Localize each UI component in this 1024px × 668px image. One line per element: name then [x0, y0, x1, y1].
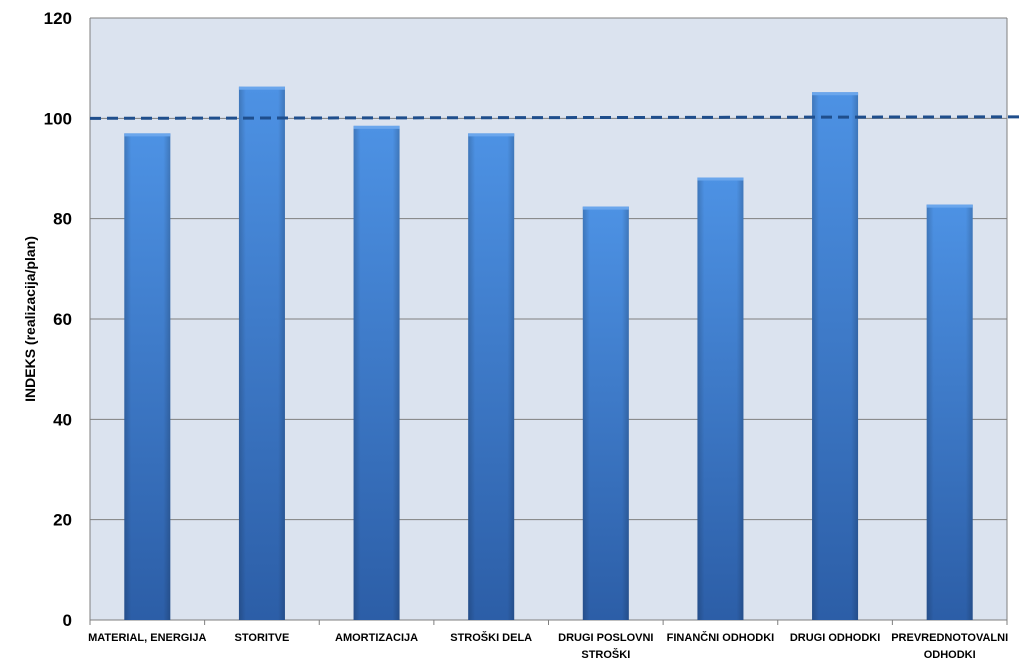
x-category-label-1: STORITVE — [235, 632, 290, 644]
bar-shade-7 — [926, 204, 973, 620]
bar-top-6 — [812, 92, 859, 96]
bar-shade-3 — [468, 133, 515, 620]
x-category-label-5: FINANČNI ODHODKI — [667, 631, 775, 644]
bar-shade-0 — [124, 133, 171, 620]
y-tick-label-80: 80 — [53, 210, 72, 229]
x-category-label-6: DRUGI ODHODKI — [790, 632, 880, 644]
bar-shade-5 — [697, 177, 744, 620]
bars — [124, 86, 973, 621]
x-category-label-7-line-0: PREVREDNOTOVALNI — [891, 632, 1008, 644]
y-tick-label-120: 120 — [44, 9, 72, 28]
bar-top-4 — [582, 206, 629, 210]
x-category-label-4-line-1: STROŠKI — [581, 648, 630, 661]
y-axis-title: INDEKS (realizacija/plan) — [22, 236, 38, 402]
y-tick-label-40: 40 — [53, 410, 72, 429]
bar-top-0 — [124, 133, 171, 137]
bar-shade-6 — [812, 92, 859, 621]
bar-top-2 — [353, 125, 400, 129]
x-category-label-7-line-1: ODHODKI — [924, 649, 976, 661]
bar-shade-1 — [238, 86, 285, 620]
y-tick-label-20: 20 — [53, 511, 72, 530]
y-tick-labels: 0 20 40 60 80 100 120 — [44, 9, 72, 630]
x-category-label-2: AMORTIZACIJA — [335, 632, 418, 644]
x-category-label-3: STROŠKI DELA — [450, 631, 532, 644]
bar-top-7 — [926, 204, 973, 208]
x-category-label-4-line-0: DRUGI POSLOVNI — [558, 632, 653, 644]
x-category-labels: MATERIAL, ENERGIJA STORITVE AMORTIZACIJA ST… — [88, 631, 1008, 661]
bar-shade-4 — [582, 206, 629, 621]
y-tick-label-0: 0 — [63, 611, 72, 630]
bar-shade-2 — [353, 125, 400, 620]
reference-line-100 — [89, 115, 1024, 120]
y-tick-label-100: 100 — [44, 109, 72, 128]
x-category-label-0: MATERIAL, ENERGIJA — [88, 632, 206, 644]
y-tick-label-60: 60 — [53, 310, 72, 329]
bar-top-3 — [468, 133, 515, 137]
bar-top-1 — [238, 86, 285, 90]
bar-top-5 — [697, 177, 744, 181]
